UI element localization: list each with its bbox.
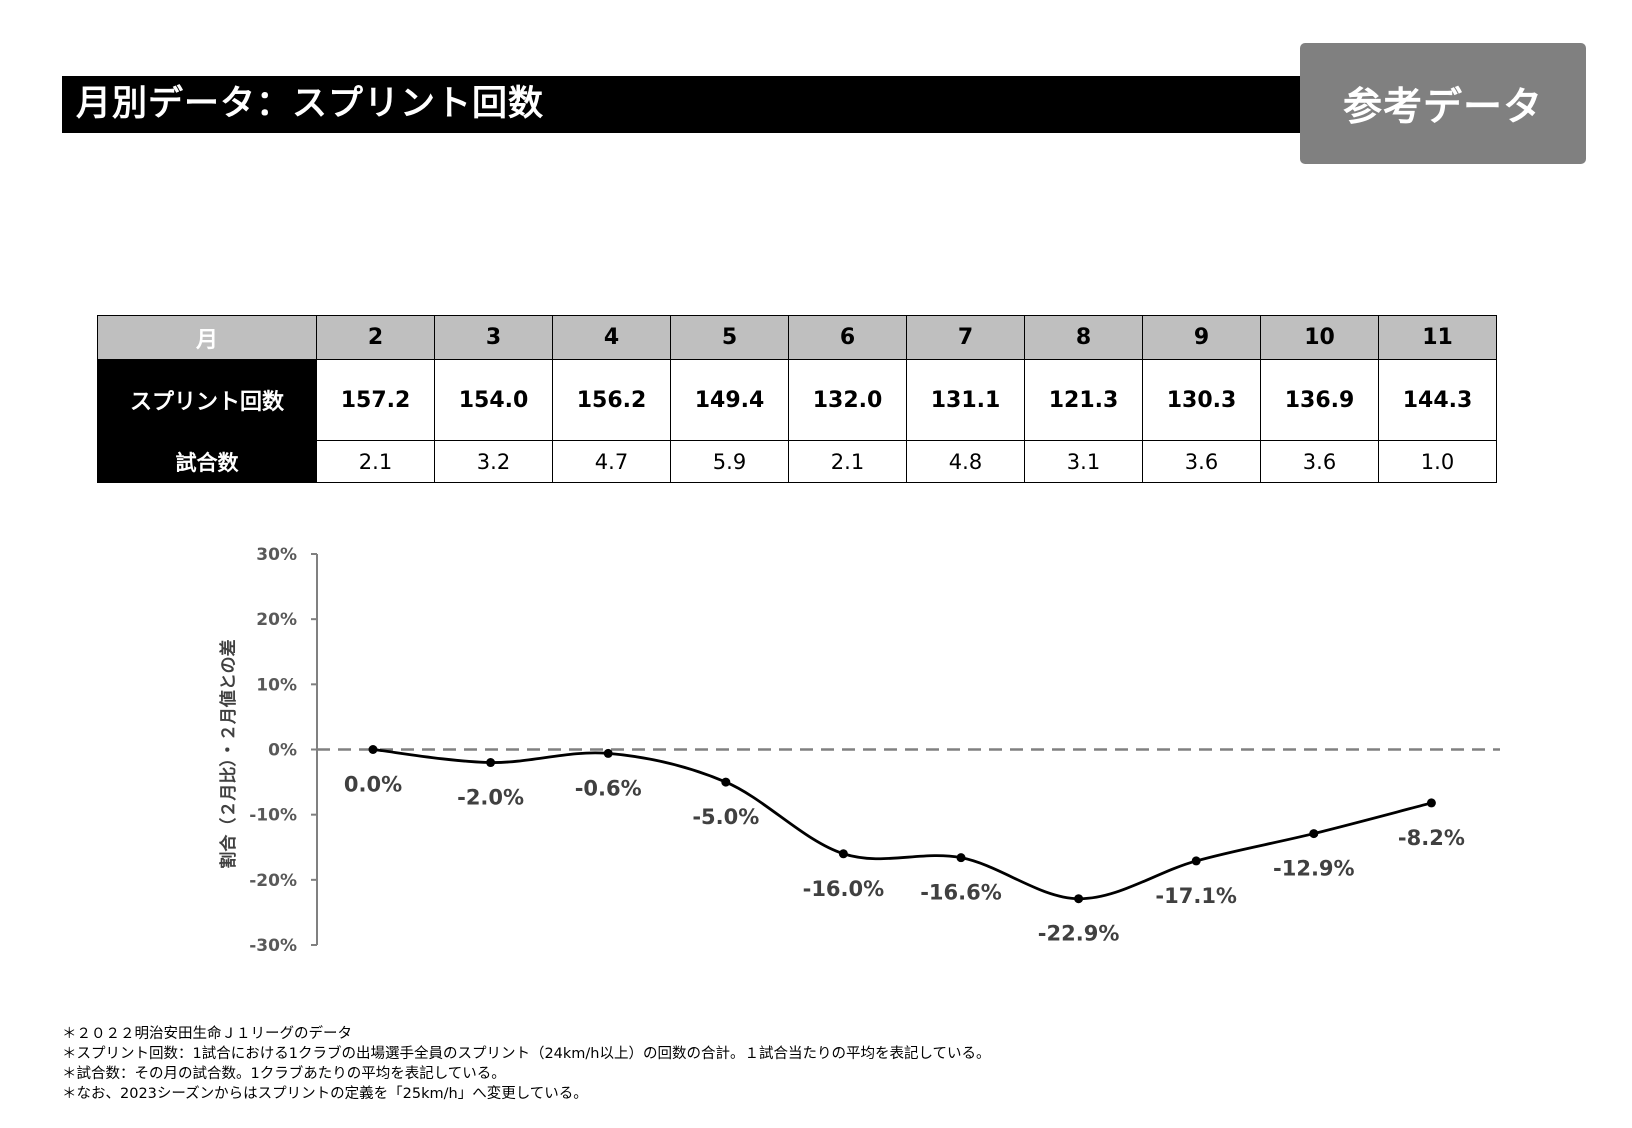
data-label: -16.6%	[920, 881, 1002, 905]
sprint-cell: 144.3	[1378, 359, 1497, 441]
games-cell: 3.6	[1260, 440, 1379, 483]
month-cell: 11	[1378, 315, 1497, 360]
games-cell: 4.8	[906, 440, 1025, 483]
data-point	[956, 853, 966, 863]
games-cell: 3.2	[434, 440, 553, 483]
month-row-header: 月	[97, 315, 317, 360]
y-tick-label: 30%	[256, 545, 297, 565]
sprint-cell: 154.0	[434, 359, 553, 441]
games-cell: 2.1	[788, 440, 907, 483]
y-axis-label: 割合（２月比）・２月値との差	[218, 639, 239, 868]
sprint-cell: 121.3	[1024, 359, 1143, 441]
games-cell: 3.6	[1142, 440, 1261, 483]
month-cell: 4	[552, 315, 671, 360]
percent-change-line-chart: 30% 20% 10% 0% -10% -20% -30% 0.0% -2.0% -0.6% -5…	[218, 545, 1500, 956]
data-label: -0.6%	[575, 776, 642, 800]
data-label: -16.0%	[803, 877, 885, 901]
data-label: -2.0%	[457, 786, 524, 810]
month-cell: 5	[670, 315, 789, 360]
games-cell: 5.9	[670, 440, 789, 483]
sprint-row-header: スプリント回数	[97, 359, 317, 441]
y-tick-label: -10%	[249, 806, 297, 826]
data-point	[486, 758, 496, 768]
reference-data-badge: 参考データ	[1300, 43, 1586, 164]
data-label: -17.1%	[1155, 884, 1237, 908]
month-cell: 9	[1142, 315, 1261, 360]
y-axis: 30% 20% 10% 0% -10% -20% -30%	[249, 545, 318, 956]
data-point	[368, 745, 378, 754]
sprint-cell: 131.1	[906, 359, 1025, 441]
sprint-cell: 156.2	[552, 359, 671, 441]
series-line	[372, 748, 1432, 901]
series-line-path	[372, 748, 1432, 901]
sprint-cell: 136.9	[1260, 359, 1379, 441]
sprint-cell: 149.4	[670, 359, 789, 441]
data-point	[603, 748, 613, 758]
games-cell: 2.1	[316, 440, 435, 483]
sprint-row: スプリント回数 157.2 154.0 156.2 149.4 132.0 13…	[97, 359, 1497, 441]
month-cell: 3	[434, 315, 553, 360]
data-point	[1426, 798, 1436, 808]
data-point	[838, 849, 848, 859]
y-tick-label: -30%	[249, 936, 297, 956]
y-tick-label: 0%	[268, 741, 297, 761]
footnote: ＊なお、2023シーズンからはスプリントの定義を「25km/h」へ変更している。	[62, 1086, 588, 1102]
footnote: ＊スプリント回数：1試合における1クラブの出場選手全員のスプリント（24km/h…	[62, 1046, 991, 1062]
y-tick-label: 10%	[256, 675, 297, 695]
data-point	[1309, 829, 1319, 839]
games-cell: 4.7	[552, 440, 671, 483]
footnotes: ＊２０２２明治安田生命Ｊ１リーグのデータ ＊スプリント回数：1試合における1クラ…	[62, 1024, 991, 1104]
page-title: 月別データ：スプリント回数	[62, 76, 1302, 133]
games-cell: 1.0	[1378, 440, 1497, 483]
sprint-cell: 132.0	[788, 359, 907, 441]
sprint-cell: 157.2	[316, 359, 435, 441]
month-cell: 10	[1260, 315, 1379, 360]
month-cell: 2	[316, 315, 435, 360]
games-cell: 3.1	[1024, 440, 1143, 483]
y-tick-label: 20%	[256, 610, 297, 630]
data-point	[1074, 894, 1084, 904]
y-tick-label: -20%	[249, 871, 297, 891]
data-points	[368, 745, 1436, 904]
month-row: 月 2 3 4 5 6 7 8 9 10 11	[97, 315, 1497, 360]
data-label: 0.0%	[344, 773, 402, 797]
sprint-cell: 130.3	[1142, 359, 1261, 441]
data-point	[721, 777, 731, 787]
games-row: 試合数 2.1 3.2 4.7 5.9 2.1 4.8 3.1 3.6 3.6 …	[97, 440, 1497, 483]
footnote: ＊試合数：その月の試合数。1クラブあたりの平均を表記している。	[62, 1066, 506, 1082]
month-cell: 8	[1024, 315, 1143, 360]
games-row-header: 試合数	[97, 440, 317, 483]
data-labels: 0.0% -2.0% -0.6% -5.0% -16.0% -16.6% -22.9% -17…	[344, 773, 1465, 946]
data-label: -8.2%	[1398, 826, 1465, 850]
footnote: ＊２０２２明治安田生命Ｊ１リーグのデータ	[62, 1026, 352, 1042]
data-point	[1191, 856, 1201, 866]
data-label: -12.9%	[1273, 857, 1355, 881]
data-label: -22.9%	[1038, 922, 1120, 946]
month-cell: 6	[788, 315, 907, 360]
data-label: -5.0%	[692, 805, 759, 829]
monthly-sprint-table: 月 2 3 4 5 6 7 8 9 10 11 スプリント回数 157.2 15…	[97, 315, 1497, 483]
month-cell: 7	[906, 315, 1025, 360]
